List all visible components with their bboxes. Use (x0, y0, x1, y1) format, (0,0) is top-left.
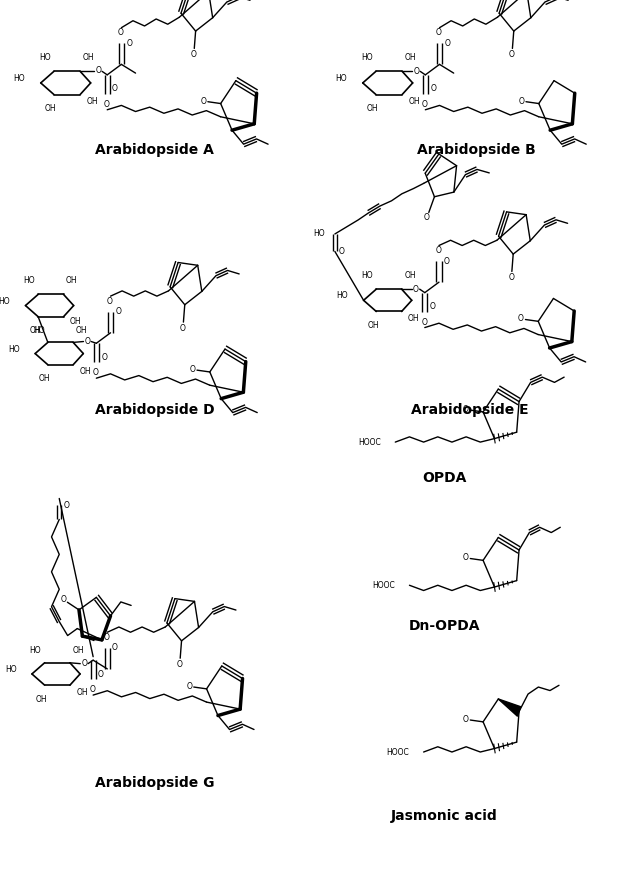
Text: O: O (115, 307, 121, 316)
Text: OH: OH (35, 695, 47, 704)
Text: Arabidopside D: Arabidopside D (95, 403, 214, 417)
Text: Jasmonic acid: Jasmonic acid (391, 809, 498, 823)
Text: OH: OH (80, 368, 91, 376)
Text: HO: HO (336, 74, 347, 83)
Text: O: O (518, 97, 524, 106)
Text: OH: OH (45, 104, 57, 113)
Text: OH: OH (66, 276, 78, 285)
Text: O: O (509, 50, 515, 59)
Text: O: O (64, 501, 70, 510)
Text: OH: OH (367, 104, 379, 113)
Text: O: O (126, 39, 132, 48)
Text: OH: OH (82, 53, 95, 62)
Text: HO: HO (337, 292, 348, 300)
Text: HO: HO (8, 345, 20, 354)
Text: HO: HO (0, 297, 10, 306)
Text: O: O (422, 100, 428, 109)
Text: HO: HO (5, 665, 17, 674)
Text: O: O (189, 365, 195, 374)
Text: OH: OH (39, 375, 50, 383)
Text: O: O (421, 318, 427, 327)
Text: OH: OH (404, 271, 416, 279)
Text: OH: OH (408, 97, 421, 106)
Text: OH: OH (73, 646, 84, 655)
Text: HO: HO (33, 326, 44, 334)
Text: OH: OH (408, 314, 420, 323)
Text: O: O (200, 97, 206, 106)
Text: HOOC: HOOC (358, 437, 381, 447)
Text: O: O (104, 633, 109, 642)
Text: HO: HO (23, 276, 35, 285)
Text: Arabidopside E: Arabidopside E (412, 403, 529, 417)
Text: O: O (180, 324, 186, 333)
Text: O: O (118, 29, 124, 38)
Text: O: O (98, 670, 104, 678)
Text: O: O (186, 682, 192, 691)
Text: OPDA: OPDA (422, 471, 466, 485)
Text: O: O (463, 405, 469, 414)
Text: HO: HO (14, 74, 25, 83)
Text: O: O (436, 29, 442, 38)
Text: O: O (509, 273, 515, 282)
Text: OH: OH (404, 53, 417, 62)
Text: O: O (95, 66, 101, 75)
Text: O: O (463, 715, 469, 724)
Text: O: O (413, 67, 419, 76)
Text: O: O (444, 257, 450, 265)
Text: O: O (435, 246, 441, 255)
Text: O: O (338, 247, 345, 256)
Text: HOOC: HOOC (372, 581, 395, 590)
Text: OH: OH (86, 97, 99, 106)
Text: O: O (101, 353, 107, 361)
Text: OH: OH (70, 317, 82, 326)
Text: O: O (90, 685, 95, 694)
Text: OH: OH (367, 321, 379, 330)
Text: O: O (413, 285, 419, 293)
Text: O: O (112, 643, 118, 652)
Text: HO: HO (361, 53, 373, 62)
Text: O: O (191, 50, 197, 59)
Text: O: O (107, 297, 113, 306)
Text: HO: HO (29, 646, 41, 655)
Text: Arabidopside B: Arabidopside B (417, 143, 536, 157)
Text: O: O (518, 314, 524, 323)
Text: OH: OH (29, 327, 41, 335)
Text: O: O (81, 659, 87, 668)
Text: HOOC: HOOC (386, 747, 410, 757)
Text: Arabidopside A: Arabidopside A (95, 143, 214, 157)
Text: O: O (104, 100, 109, 109)
Text: HO: HO (39, 53, 51, 62)
Text: O: O (430, 85, 436, 93)
Text: O: O (430, 302, 435, 311)
Text: HO: HO (313, 230, 325, 238)
Text: OH: OH (77, 688, 88, 697)
Text: O: O (463, 553, 469, 562)
Text: Arabidopside G: Arabidopside G (95, 776, 214, 790)
Text: O: O (61, 595, 66, 604)
Text: Dn-OPDA: Dn-OPDA (408, 619, 480, 633)
Text: O: O (85, 337, 91, 346)
Text: O: O (93, 368, 99, 377)
Text: OH: OH (76, 326, 88, 334)
Text: HO: HO (361, 271, 373, 279)
Text: O: O (112, 85, 118, 93)
Text: O: O (444, 39, 450, 48)
Text: O: O (177, 660, 183, 669)
Polygon shape (498, 699, 520, 716)
Text: O: O (424, 213, 430, 223)
